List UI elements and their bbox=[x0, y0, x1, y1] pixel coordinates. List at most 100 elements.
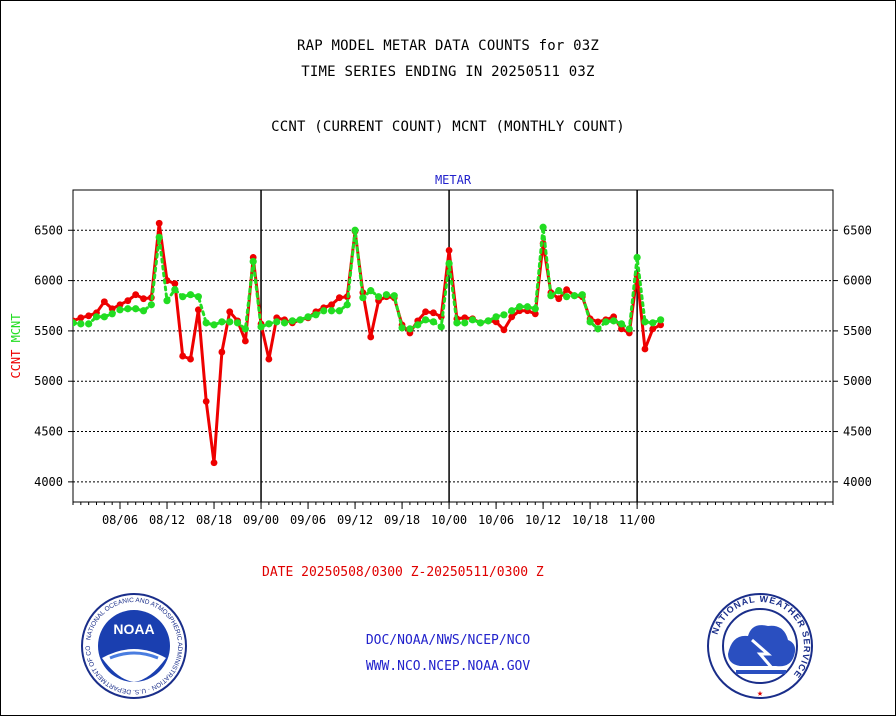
data-point-mcnt bbox=[155, 233, 163, 241]
data-point-mcnt bbox=[249, 257, 257, 266]
data-point-ccnt bbox=[618, 325, 625, 333]
x-tick-label: 10/06 bbox=[478, 513, 514, 527]
data-point-mcnt bbox=[374, 293, 383, 301]
data-point-ccnt bbox=[508, 313, 516, 321]
data-point-ccnt bbox=[218, 348, 226, 356]
data-point-mcnt bbox=[641, 318, 649, 326]
data-point-ccnt bbox=[430, 309, 437, 317]
data-point-ccnt bbox=[594, 318, 602, 326]
data-point-mcnt bbox=[586, 318, 594, 326]
data-point-mcnt bbox=[523, 303, 532, 311]
data-point-mcnt bbox=[265, 320, 273, 328]
data-point-mcnt bbox=[335, 307, 343, 315]
data-point-mcnt bbox=[186, 291, 195, 299]
data-point-mcnt bbox=[100, 313, 108, 321]
data-point-mcnt bbox=[85, 320, 93, 328]
data-point-ccnt bbox=[563, 286, 571, 294]
data-point-mcnt bbox=[492, 313, 500, 321]
data-point-mcnt bbox=[563, 293, 571, 301]
data-point-mcnt bbox=[171, 286, 179, 294]
data-point-mcnt bbox=[320, 307, 328, 315]
y-tick-label-right: 4500 bbox=[843, 425, 872, 439]
data-point-mcnt bbox=[602, 318, 610, 326]
data-point-mcnt bbox=[343, 301, 351, 309]
y-axis-label-mcnt: MCNT bbox=[9, 313, 23, 342]
data-point-mcnt bbox=[570, 292, 579, 300]
data-point-mcnt bbox=[429, 318, 438, 326]
data-point-mcnt bbox=[92, 313, 101, 321]
data-point-ccnt bbox=[555, 295, 563, 303]
data-point-ccnt bbox=[194, 306, 202, 314]
data-point-ccnt bbox=[422, 308, 429, 316]
data-point-ccnt bbox=[328, 301, 335, 309]
data-point-ccnt bbox=[641, 345, 649, 353]
data-point-mcnt bbox=[226, 318, 234, 326]
chart-title-line1: RAP MODEL METAR DATA COUNTS for 03Z bbox=[296, 38, 599, 54]
data-point-ccnt bbox=[171, 280, 179, 287]
data-point-mcnt bbox=[132, 305, 140, 313]
y-axis-label-ccnt: CCNT bbox=[9, 342, 23, 378]
nws-logo-icon: NATIONAL WEATHER SERVICE ★ bbox=[707, 593, 813, 699]
data-point-mcnt bbox=[625, 325, 633, 333]
data-point-ccnt bbox=[85, 312, 93, 320]
data-point-mcnt bbox=[547, 292, 555, 300]
data-point-ccnt bbox=[649, 325, 657, 333]
data-point-mcnt bbox=[327, 307, 336, 315]
x-tick-label: 10/00 bbox=[431, 513, 467, 527]
data-point-mcnt bbox=[218, 318, 226, 326]
series-line-mcnt bbox=[73, 227, 663, 332]
data-point-mcnt bbox=[453, 319, 461, 327]
data-point-mcnt bbox=[461, 319, 469, 327]
x-tick-label: 08/12 bbox=[149, 513, 185, 527]
data-point-ccnt bbox=[116, 301, 124, 309]
data-point-mcnt bbox=[351, 226, 359, 234]
data-point-ccnt bbox=[179, 352, 187, 360]
data-point-mcnt bbox=[210, 321, 218, 329]
y-tick-label-right: 6000 bbox=[843, 274, 872, 288]
data-point-mcnt bbox=[382, 291, 391, 299]
data-point-mcnt bbox=[296, 316, 304, 324]
data-point-mcnt bbox=[194, 293, 202, 301]
data-point-mcnt bbox=[633, 253, 641, 262]
data-point-ccnt bbox=[108, 305, 116, 313]
data-point-mcnt bbox=[116, 306, 124, 314]
url-line[interactable]: WWW.NCO.NCEP.NOAA.GOV bbox=[365, 659, 531, 674]
y-tick-label-right: 5000 bbox=[843, 374, 872, 388]
y-tick-label-left: 5000 bbox=[34, 374, 63, 388]
data-point-mcnt bbox=[468, 316, 477, 324]
data-point-mcnt bbox=[280, 319, 289, 327]
data-point-ccnt bbox=[445, 246, 453, 254]
data-point-mcnt bbox=[398, 324, 406, 332]
data-point-ccnt bbox=[241, 337, 249, 345]
plot-area bbox=[72, 189, 834, 503]
chart-title-line2: TIME SERIES ENDING IN 20250511 03Z bbox=[301, 64, 595, 80]
data-point-mcnt bbox=[500, 311, 508, 319]
data-point-mcnt bbox=[539, 223, 547, 231]
data-point-mcnt bbox=[202, 319, 210, 327]
data-point-mcnt bbox=[406, 325, 414, 333]
org-line[interactable]: DOC/NOAA/NWS/NCEP/NCO bbox=[365, 633, 531, 648]
data-point-ccnt bbox=[335, 294, 343, 302]
data-point-ccnt bbox=[492, 318, 500, 326]
data-point-ccnt bbox=[132, 291, 140, 299]
y-tick-label-left: 6500 bbox=[34, 223, 63, 237]
x-tick-label: 10/18 bbox=[572, 513, 608, 527]
x-tick-label: 08/18 bbox=[196, 513, 232, 527]
data-point-mcnt bbox=[649, 319, 657, 327]
data-point-mcnt bbox=[124, 305, 132, 313]
data-point-mcnt bbox=[77, 320, 85, 328]
data-point-mcnt bbox=[531, 305, 539, 313]
data-point-mcnt bbox=[367, 287, 375, 295]
data-point-ccnt bbox=[100, 298, 108, 306]
data-point-mcnt bbox=[421, 316, 430, 324]
y-tick-label-left: 5500 bbox=[34, 324, 63, 338]
data-point-mcnt bbox=[578, 291, 586, 299]
y-tick-label-right: 6500 bbox=[843, 223, 872, 237]
noaa-logo-text: NOAA bbox=[113, 621, 154, 637]
data-point-mcnt bbox=[390, 292, 398, 300]
x-tick-label: 09/00 bbox=[243, 513, 279, 527]
data-point-ccnt bbox=[657, 321, 665, 329]
data-point-ccnt bbox=[531, 310, 539, 318]
data-point-ccnt bbox=[202, 397, 210, 405]
data-point-mcnt bbox=[312, 311, 320, 319]
